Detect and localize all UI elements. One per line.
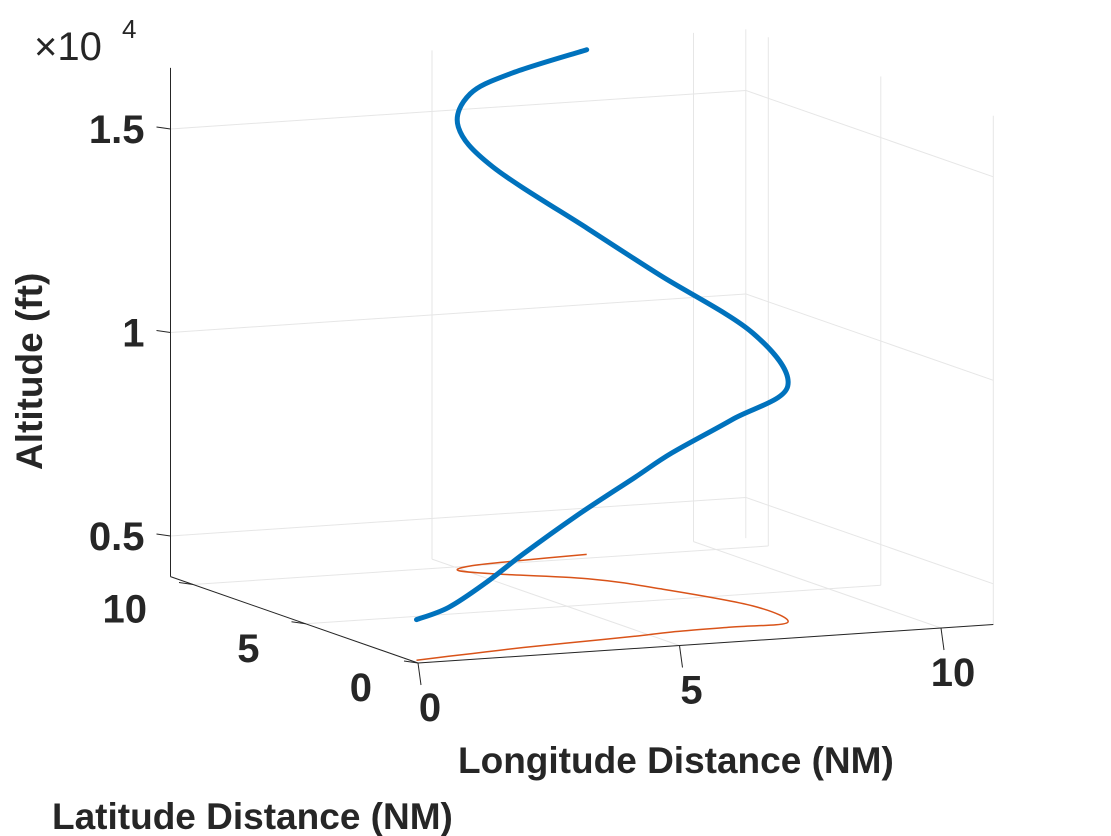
y-tick-mark bbox=[403, 660, 419, 664]
y-tick-label: 5 bbox=[237, 627, 259, 671]
y-tick-mark bbox=[178, 582, 194, 585]
z-axis-label: Altitude (ft) bbox=[9, 273, 50, 470]
z-tick-labels: 0.5 1 1.5 bbox=[89, 108, 145, 559]
back-grid-line-z bbox=[170, 293, 746, 333]
y-tick-mark bbox=[291, 621, 306, 625]
x-tick-mark bbox=[679, 645, 683, 668]
floor-grid-line-y bbox=[305, 584, 881, 625]
z-tick-mark bbox=[156, 533, 171, 537]
axis-lines bbox=[156, 67, 994, 686]
y-axis-line bbox=[170, 576, 419, 664]
side-grid-line-z bbox=[745, 293, 994, 381]
x-tick-mark bbox=[940, 627, 945, 651]
grid-lines bbox=[170, 29, 994, 664]
z-tick-label: 1.5 bbox=[89, 108, 145, 152]
ground-track-line bbox=[416, 553, 789, 662]
z-exponent-label: ×10 4 bbox=[34, 14, 136, 69]
side-grid-line-z bbox=[745, 496, 994, 585]
z-tick-label: 0.5 bbox=[89, 515, 145, 559]
trajectory-line bbox=[414, 47, 791, 623]
y-axis-label: Latitude Distance (NM) bbox=[52, 796, 453, 836]
x-tick-mark bbox=[417, 662, 422, 686]
x-tick-labels: 0 5 10 bbox=[419, 651, 975, 730]
x-tick-label: 10 bbox=[931, 651, 976, 695]
y-tick-label: 0 bbox=[350, 666, 372, 710]
y-tick-label: 10 bbox=[103, 588, 148, 632]
floor-grid-line-x bbox=[693, 541, 942, 629]
z-tick-label: 1 bbox=[122, 311, 144, 355]
x-tick-label: 5 bbox=[680, 669, 702, 713]
z-tick-mark bbox=[156, 126, 171, 130]
z-exponent-base: ×10 bbox=[34, 25, 102, 69]
z-exponent-power: 4 bbox=[122, 14, 136, 44]
side-grid-line-z bbox=[745, 89, 994, 178]
data-series bbox=[414, 47, 791, 662]
x-axis-line bbox=[417, 624, 994, 664]
back-grid-line-z bbox=[170, 496, 746, 537]
x-tick-label: 0 bbox=[419, 686, 441, 730]
floor-grid-line-x bbox=[431, 558, 680, 646]
z-tick-mark bbox=[156, 329, 171, 333]
x-axis-label: Longitude Distance (NM) bbox=[458, 740, 894, 781]
y-tick-labels: 0 5 10 bbox=[103, 588, 373, 711]
